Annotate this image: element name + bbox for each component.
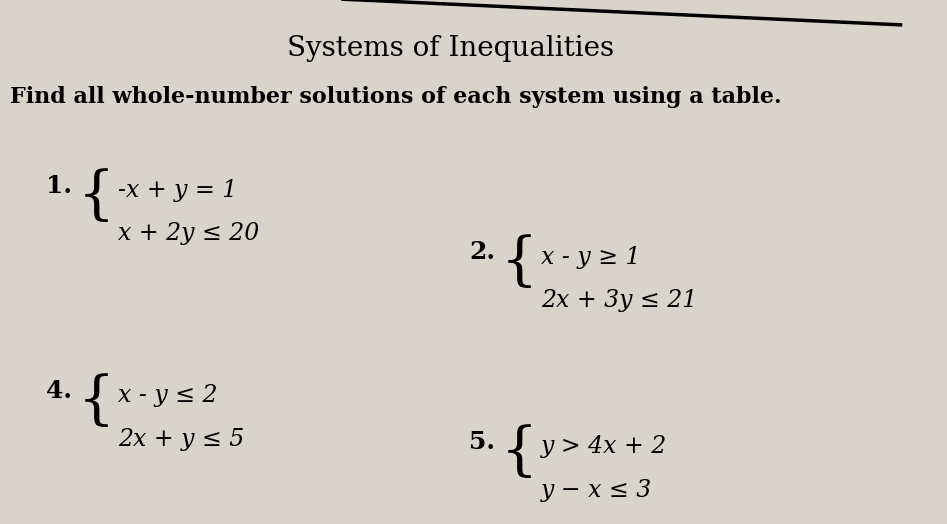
Text: Find all whole-number solutions of each system using a table.: Find all whole-number solutions of each …: [10, 86, 782, 108]
Text: {: {: [500, 235, 538, 291]
Text: {: {: [500, 425, 538, 482]
Text: x - y ≥ 1: x - y ≥ 1: [541, 246, 640, 268]
Text: 2x + 3y ≤ 21: 2x + 3y ≤ 21: [541, 289, 697, 312]
Text: 1.: 1.: [46, 173, 72, 198]
Text: x - y ≤ 2: x - y ≤ 2: [118, 384, 218, 407]
Text: {: {: [78, 169, 115, 225]
Text: x + 2y ≤ 20: x + 2y ≤ 20: [118, 222, 259, 245]
Text: {: {: [78, 374, 115, 430]
Text: y > 4x + 2: y > 4x + 2: [541, 435, 667, 458]
Text: 5.: 5.: [469, 430, 495, 454]
Text: 2.: 2.: [469, 241, 495, 265]
Text: y − x ≤ 3: y − x ≤ 3: [541, 479, 652, 502]
Text: 2x + y ≤ 5: 2x + y ≤ 5: [118, 428, 244, 451]
Text: -x + y = 1: -x + y = 1: [118, 179, 238, 202]
Text: 4.: 4.: [46, 379, 72, 403]
Text: Systems of Inequalities: Systems of Inequalities: [288, 35, 615, 62]
